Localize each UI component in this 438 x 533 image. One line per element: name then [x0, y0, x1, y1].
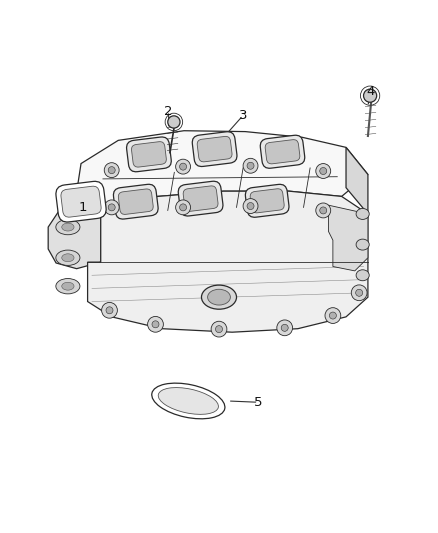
Circle shape: [108, 167, 115, 174]
Text: 3: 3: [239, 109, 247, 122]
Circle shape: [211, 321, 227, 337]
FancyBboxPatch shape: [118, 189, 153, 214]
Ellipse shape: [56, 279, 80, 294]
Circle shape: [152, 321, 159, 328]
Circle shape: [176, 200, 191, 215]
Circle shape: [106, 307, 113, 314]
Polygon shape: [328, 205, 368, 271]
Circle shape: [243, 199, 258, 214]
FancyBboxPatch shape: [113, 184, 158, 219]
FancyBboxPatch shape: [178, 181, 223, 216]
Circle shape: [148, 317, 163, 332]
Circle shape: [329, 312, 336, 319]
Circle shape: [215, 326, 223, 333]
Text: 1: 1: [79, 201, 88, 214]
Circle shape: [180, 204, 187, 211]
Circle shape: [108, 204, 115, 211]
Circle shape: [316, 164, 331, 179]
FancyBboxPatch shape: [61, 186, 101, 217]
Circle shape: [247, 162, 254, 169]
Circle shape: [104, 163, 119, 177]
Circle shape: [281, 324, 288, 332]
FancyBboxPatch shape: [197, 136, 232, 162]
Ellipse shape: [208, 289, 230, 305]
Text: 2: 2: [164, 104, 173, 117]
Circle shape: [102, 302, 117, 318]
Polygon shape: [77, 131, 368, 205]
Text: 4: 4: [366, 85, 374, 98]
Text: 5: 5: [254, 396, 263, 409]
FancyBboxPatch shape: [192, 132, 237, 166]
FancyBboxPatch shape: [131, 142, 166, 167]
FancyBboxPatch shape: [127, 137, 171, 172]
Circle shape: [243, 158, 258, 173]
Ellipse shape: [356, 270, 369, 281]
Polygon shape: [346, 147, 368, 214]
Ellipse shape: [56, 250, 80, 265]
Ellipse shape: [201, 285, 237, 309]
Polygon shape: [88, 191, 368, 332]
Circle shape: [176, 159, 191, 174]
FancyBboxPatch shape: [245, 184, 289, 217]
Circle shape: [325, 308, 341, 324]
Circle shape: [351, 285, 367, 301]
Ellipse shape: [356, 239, 369, 250]
Circle shape: [364, 89, 377, 102]
Ellipse shape: [356, 208, 369, 220]
FancyBboxPatch shape: [56, 181, 106, 222]
FancyBboxPatch shape: [183, 186, 218, 212]
FancyBboxPatch shape: [260, 135, 305, 168]
Circle shape: [320, 207, 327, 214]
Circle shape: [247, 203, 254, 209]
Ellipse shape: [152, 383, 225, 419]
Polygon shape: [48, 192, 101, 269]
Ellipse shape: [62, 282, 74, 290]
Circle shape: [180, 163, 187, 170]
Circle shape: [316, 203, 331, 218]
Circle shape: [104, 200, 119, 215]
FancyBboxPatch shape: [265, 140, 300, 164]
Ellipse shape: [56, 220, 80, 235]
Circle shape: [277, 320, 293, 336]
Circle shape: [168, 116, 180, 128]
Ellipse shape: [62, 223, 74, 231]
Circle shape: [356, 289, 363, 296]
Ellipse shape: [158, 387, 219, 414]
FancyBboxPatch shape: [250, 189, 284, 213]
Circle shape: [320, 167, 327, 174]
Ellipse shape: [62, 254, 74, 262]
